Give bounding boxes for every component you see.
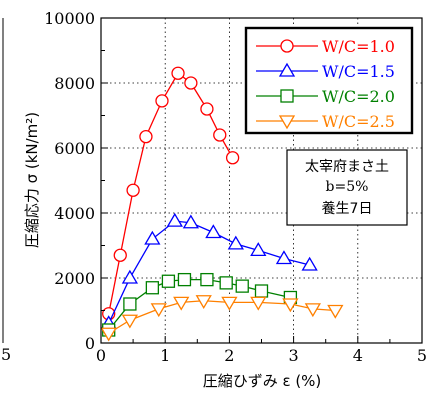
data-point — [100, 327, 117, 342]
data-point — [123, 297, 137, 311]
data-point — [184, 76, 198, 90]
legend-marker — [278, 62, 296, 77]
data-point — [254, 284, 269, 298]
axis-ticks — [100, 17, 423, 344]
legend-label: W/C=2.0 — [322, 87, 395, 106]
x-tick-label: 2 — [224, 346, 234, 365]
data-point — [150, 303, 167, 318]
series-w-c-1-0 — [102, 66, 240, 321]
data-point — [205, 224, 222, 239]
data-point — [113, 248, 127, 262]
legend-entry-w-c-1-0: W/C=1.0 — [256, 37, 395, 56]
series-layer — [100, 66, 344, 342]
data-point — [195, 295, 212, 310]
data-point — [327, 304, 344, 319]
condition-note-soil: 太宰府まさ土 — [305, 159, 389, 175]
series-line — [108, 278, 291, 331]
data-point — [139, 129, 153, 144]
data-point — [304, 303, 321, 318]
series-line — [108, 300, 336, 334]
data-point — [166, 212, 183, 227]
data-point — [173, 296, 190, 311]
data-point — [145, 281, 160, 295]
y-tick-label: 8000 — [54, 74, 95, 93]
y-tick-label: 10000 — [44, 9, 95, 28]
y-tick-label: 4000 — [54, 204, 95, 223]
data-point — [200, 102, 214, 116]
condition-note-ratio: b=5% — [326, 179, 369, 195]
legend-marker — [280, 39, 294, 53]
x-axis-label: 圧縮ひずみ ε (%) — [203, 372, 322, 390]
data-point — [227, 235, 244, 250]
x-tick-label: 0 — [96, 346, 106, 365]
data-point — [213, 128, 227, 142]
x-tick-label: 3 — [289, 346, 299, 365]
legend-entry-w-c-2-5: W/C=2.5 — [256, 112, 395, 131]
x-tick-label: 4 — [353, 346, 363, 365]
condition-note-curing: 養生7日 — [322, 200, 373, 217]
data-point — [121, 269, 139, 284]
legend-marker — [278, 115, 296, 130]
y-tick-label: 6000 — [54, 139, 95, 158]
legend-label: W/C=2.5 — [322, 112, 395, 131]
x-tick-label: 5 — [417, 346, 427, 365]
legend-label: W/C=1.5 — [322, 62, 395, 81]
series-line — [108, 220, 310, 324]
legend-marker — [280, 89, 294, 103]
data-point — [182, 214, 200, 229]
data-point — [126, 183, 140, 197]
y-axis-label: 圧縮応力 σ (kN/m²) — [23, 112, 41, 248]
data-point — [161, 274, 176, 288]
legend: W/C=1.0 W/C=1.5 W/C=2.0 W/C=2.5 — [256, 37, 395, 131]
data-point — [221, 296, 238, 311]
series-line — [108, 72, 234, 314]
data-point — [250, 296, 267, 311]
data-point — [282, 298, 299, 313]
data-point — [171, 66, 185, 80]
x-tick-label: 1 — [160, 346, 170, 365]
data-point — [235, 279, 249, 293]
series-w-c-1-5 — [100, 212, 318, 330]
data-point — [250, 242, 267, 257]
condition-note-box — [286, 149, 408, 226]
legend-entry-w-c-1-5: W/C=1.5 — [256, 62, 395, 81]
data-point — [144, 230, 161, 245]
axis-tick-labels: 0 1 2 3 4 5 0 2000 4000 6000 8000 10000 — [44, 9, 427, 365]
series-w-c-2-5 — [100, 295, 344, 342]
y-tick-label: 2000 — [54, 269, 95, 288]
data-point — [200, 272, 214, 287]
legend-label: W/C=1.0 — [322, 37, 395, 56]
data-point — [225, 151, 240, 165]
y-tick-label: 0 — [85, 334, 95, 353]
left-panel-tick-label: 5 — [1, 345, 11, 364]
data-point — [155, 94, 169, 108]
data-point — [121, 314, 139, 329]
data-point — [301, 256, 318, 271]
data-point — [275, 250, 293, 265]
data-point — [177, 272, 192, 287]
legend-entry-w-c-2-0: W/C=2.0 — [256, 87, 395, 106]
data-point — [219, 276, 233, 290]
